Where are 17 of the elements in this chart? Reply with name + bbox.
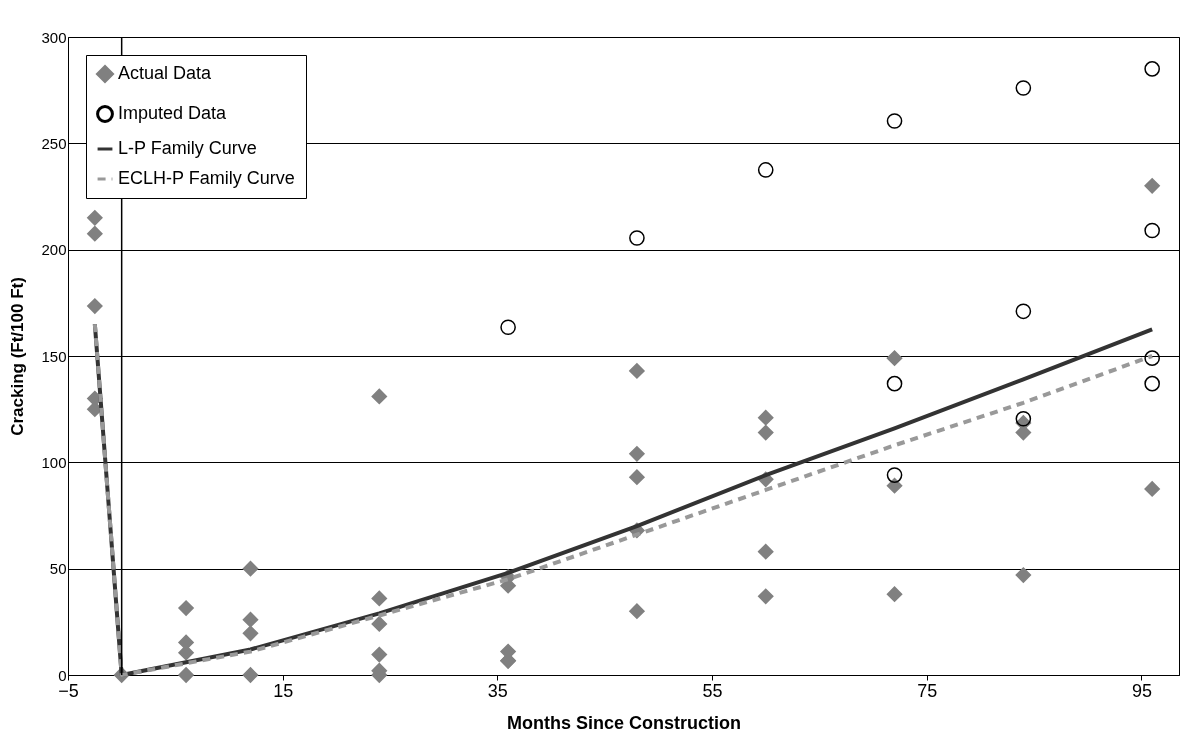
legend-label: Imputed Data: [118, 103, 228, 123]
y-axis-title: Cracking (Ft/100 Ft): [8, 277, 28, 436]
y-tick-label: 200: [41, 241, 67, 259]
x-tick-label: 35: [487, 680, 508, 701]
y-tick-label: 300: [41, 28, 67, 46]
x-tick-label: 15: [273, 680, 294, 701]
x-tick-label: 95: [1131, 680, 1152, 701]
legend-label: ECLH-P Family Curve: [118, 168, 295, 188]
x-tick-label: 75: [917, 680, 938, 701]
x-axis-title: Months Since Construction: [507, 712, 741, 733]
y-tick-label: 150: [41, 347, 67, 365]
legend-label: L-P Family Curve: [118, 138, 257, 158]
y-tick-label: 50: [49, 560, 67, 578]
y-tick-label: 250: [41, 134, 67, 152]
x-tick-label: 55: [702, 680, 723, 701]
y-tick-label: 100: [41, 453, 67, 471]
legend-label: Actual Data: [118, 63, 213, 83]
